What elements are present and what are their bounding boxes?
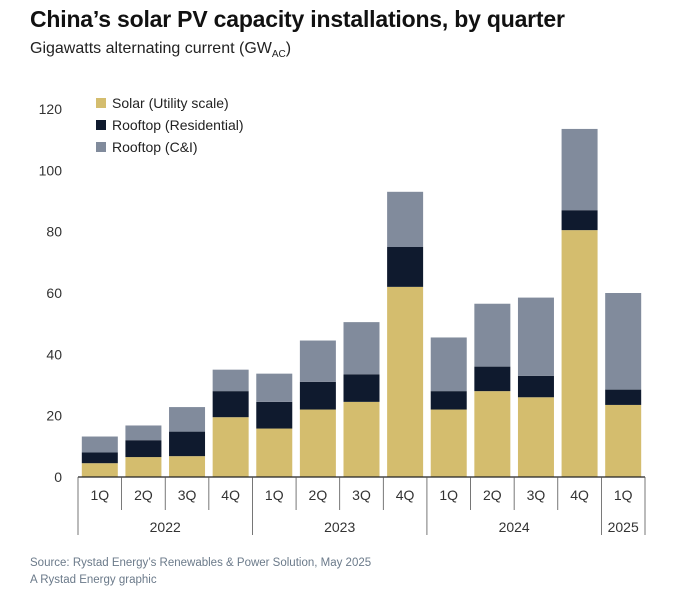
bar-segment-3-4 — [212, 369, 249, 392]
bar-segment-1-9 — [430, 409, 467, 477]
bar-segment-1-11 — [517, 397, 554, 477]
y-tick-label-4: 60 — [46, 285, 62, 301]
bar-segment-1-7 — [343, 401, 380, 477]
x-tick-label-13: 1Q — [614, 487, 633, 503]
chart-subtitle: Gigawatts alternating current (GWAC) — [30, 40, 291, 60]
bar-segment-1-2 — [125, 457, 162, 477]
bar-segment-2-10 — [474, 366, 511, 392]
bar-segment-3-5 — [256, 373, 293, 402]
bars-group — [81, 128, 642, 477]
legend-swatch-2 — [96, 120, 106, 130]
bar-segment-2-9 — [430, 391, 467, 410]
bar-segment-1-6 — [299, 409, 336, 477]
year-label-4: 2025 — [608, 519, 639, 535]
year-label-1: 2022 — [150, 519, 181, 535]
axes-group: 0 20 40 60 80 100 120 1Q 2Q 3Q 4Q 1Q 2Q 3Q 4Q 1Q 2Q 3Q 4Q 1… — [39, 101, 646, 535]
bar-segment-3-13 — [605, 293, 642, 390]
bar-segment-1-3 — [169, 456, 206, 477]
x-tick-label-6: 2Q — [309, 487, 328, 503]
x-tick-label-3: 3Q — [178, 487, 197, 503]
bar-segment-3-10 — [474, 303, 511, 367]
subtitle-end: ) — [285, 40, 292, 57]
y-tick-label-5: 80 — [46, 224, 62, 240]
x-tick-label-7: 3Q — [352, 487, 371, 503]
bar-segment-2-3 — [169, 431, 206, 457]
chart-title: China’s solar PV capacity installations,… — [30, 6, 565, 32]
legend-label-1: Solar (Utility scale) — [112, 95, 229, 111]
bar-segment-1-8 — [387, 286, 424, 477]
bar-segment-3-11 — [517, 297, 554, 376]
source-note: Source: Rystad Energy’s Renewables & Pow… — [30, 557, 372, 569]
bar-segment-3-8 — [387, 191, 424, 247]
x-tick-label-10: 2Q — [483, 487, 502, 503]
bar-segment-3-3 — [169, 407, 206, 432]
year-label-3: 2024 — [499, 519, 530, 535]
bar-segment-3-7 — [343, 322, 380, 375]
subtitle-text: Gigawatts alternating current (GW — [30, 40, 272, 57]
bar-segment-3-9 — [430, 337, 467, 392]
x-tick-label-4: 4Q — [221, 487, 240, 503]
x-tick-label-12: 4Q — [570, 487, 589, 503]
bar-segment-2-12 — [561, 210, 598, 231]
bar-segment-2-5 — [256, 401, 293, 429]
y-tick-label-2: 20 — [46, 408, 62, 424]
bar-segment-2-7 — [343, 374, 380, 402]
bar-segment-1-4 — [212, 417, 249, 477]
bar-segment-2-8 — [387, 247, 424, 287]
x-tick-label-5: 1Q — [265, 487, 284, 503]
bar-segment-1-1 — [81, 463, 118, 477]
x-tick-label-2: 2Q — [134, 487, 153, 503]
legend: Solar (Utility scale) Rooftop (Residentia… — [96, 95, 244, 155]
bar-segment-3-1 — [81, 436, 118, 453]
y-tick-label-3: 40 — [46, 346, 62, 362]
bar-segment-2-4 — [212, 391, 249, 418]
bar-segment-2-2 — [125, 440, 162, 458]
x-tick-label-8: 4Q — [396, 487, 415, 503]
bar-segment-1-5 — [256, 428, 293, 477]
x-tick-label-11: 3Q — [527, 487, 546, 503]
bar-segment-2-13 — [605, 389, 642, 405]
x-tick-label-9: 1Q — [439, 487, 458, 503]
chart-footer: Source: Rystad Energy’s Renewables & Pow… — [30, 555, 371, 589]
y-tick-label-6: 100 — [39, 162, 63, 178]
bar-segment-3-12 — [561, 128, 598, 211]
bar-segment-1-10 — [474, 391, 511, 477]
legend-swatch-1 — [96, 98, 106, 108]
y-tick-label-1: 0 — [54, 469, 62, 485]
bar-segment-3-2 — [125, 425, 162, 441]
year-label-2: 2023 — [324, 519, 355, 535]
bar-segment-2-6 — [299, 381, 336, 410]
bar-segment-3-6 — [299, 340, 336, 382]
bar-segment-2-1 — [81, 452, 118, 464]
legend-label-2: Rooftop (Residential) — [112, 117, 244, 133]
legend-label-3: Rooftop (C&I) — [112, 139, 198, 155]
x-tick-label-1: 1Q — [90, 487, 109, 503]
bar-segment-1-13 — [605, 404, 642, 477]
subtitle-subscript: AC — [271, 49, 286, 61]
legend-swatch-3 — [96, 142, 106, 152]
y-tick-label-7: 120 — [39, 101, 63, 117]
credit-note: A Rystad Energy graphic — [30, 574, 157, 586]
bar-segment-1-12 — [561, 230, 598, 477]
bar-segment-2-11 — [517, 375, 554, 398]
